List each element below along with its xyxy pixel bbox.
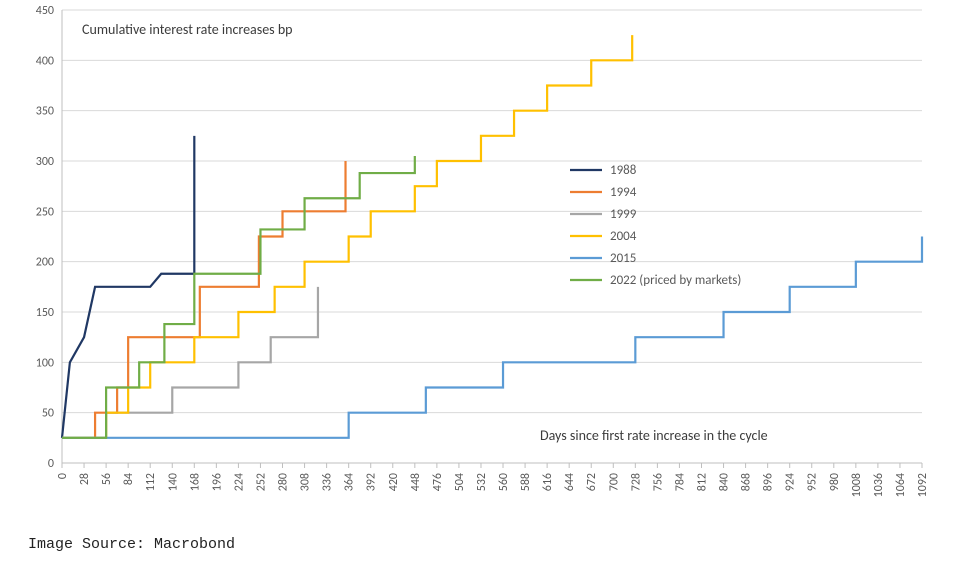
x-tick-label: 756: [651, 473, 665, 491]
x-tick-label: 0: [56, 473, 70, 479]
x-axis-caption: Days since first rate increase in the cy…: [540, 427, 768, 444]
x-tick-label: 1092: [916, 473, 930, 497]
x-tick-label: 1008: [850, 473, 864, 497]
y-tick-label: 50: [42, 407, 54, 421]
x-tick-label: 224: [232, 473, 246, 491]
y-tick-label: 300: [36, 155, 54, 169]
x-tick-label: 56: [100, 473, 114, 485]
chart-svg: 0 50 100 150 200 250 300 350 400 450 0 28 56 84 112 140…: [0, 0, 963, 567]
x-tick-label: 280: [277, 473, 291, 491]
y-tick-label: 0: [48, 457, 54, 471]
x-tick-label: 616: [541, 473, 555, 491]
x-tick-label: 896: [762, 473, 776, 491]
source-label: Image Source: Macrobond: [28, 536, 235, 553]
x-tick-label: 336: [321, 473, 335, 491]
x-tick-label: 140: [166, 473, 180, 491]
x-tick-label: 252: [254, 473, 268, 491]
x-tick-label: 84: [122, 473, 136, 485]
x-tick-label: 392: [365, 473, 379, 491]
y-tick-label: 400: [36, 54, 54, 68]
x-tick-label: 672: [585, 473, 599, 491]
x-tick-label: 812: [695, 473, 709, 491]
chart-title: Cumulative interest rate increases bp: [82, 21, 293, 38]
y-tick-label: 450: [36, 4, 54, 18]
legend-label: 1988: [610, 163, 637, 178]
x-tick-label: 420: [387, 473, 401, 491]
x-tick-label: 476: [431, 473, 445, 491]
plot-area: [62, 10, 922, 463]
legend-label: 1999: [610, 207, 637, 222]
x-tick-label: 952: [806, 473, 820, 491]
x-tick-label: 196: [210, 473, 224, 491]
y-tick-label: 100: [36, 356, 54, 370]
chart-container: 0 50 100 150 200 250 300 350 400 450 0 28 56 84 112 140…: [0, 0, 963, 567]
y-tick-label: 150: [36, 306, 54, 320]
legend-label: 2015: [610, 251, 636, 266]
x-tick-label: 308: [299, 473, 313, 491]
y-tick-label: 350: [36, 105, 54, 119]
x-tick-label: 784: [673, 473, 687, 491]
x-tick-label: 560: [497, 473, 511, 491]
x-tick-label: 868: [740, 473, 754, 491]
x-tick-label: 588: [519, 473, 533, 491]
x-tick-label: 448: [409, 473, 423, 491]
x-tick-label: 504: [453, 473, 467, 491]
legend-label: 2004: [610, 229, 637, 244]
x-tick-label: 980: [828, 473, 842, 491]
x-tick-label: 112: [144, 473, 158, 491]
y-tick-label: 250: [36, 205, 54, 219]
x-tick-label: 1064: [894, 473, 908, 497]
x-tick-label: 1036: [872, 473, 886, 497]
x-tick-label: 644: [563, 473, 577, 491]
x-tick-label: 532: [475, 473, 489, 491]
x-tick-label: 924: [784, 473, 798, 491]
y-tick-label: 200: [36, 256, 54, 270]
legend-label: 2022 (priced by markets): [610, 273, 741, 288]
x-tick-label: 840: [718, 473, 732, 491]
x-tick-label: 28: [78, 473, 92, 485]
x-tick-label: 364: [343, 473, 357, 491]
x-tick-label: 700: [607, 473, 621, 491]
legend-label: 1994: [610, 185, 637, 200]
x-tick-label: 168: [188, 473, 202, 491]
x-tick-label: 728: [629, 473, 643, 491]
